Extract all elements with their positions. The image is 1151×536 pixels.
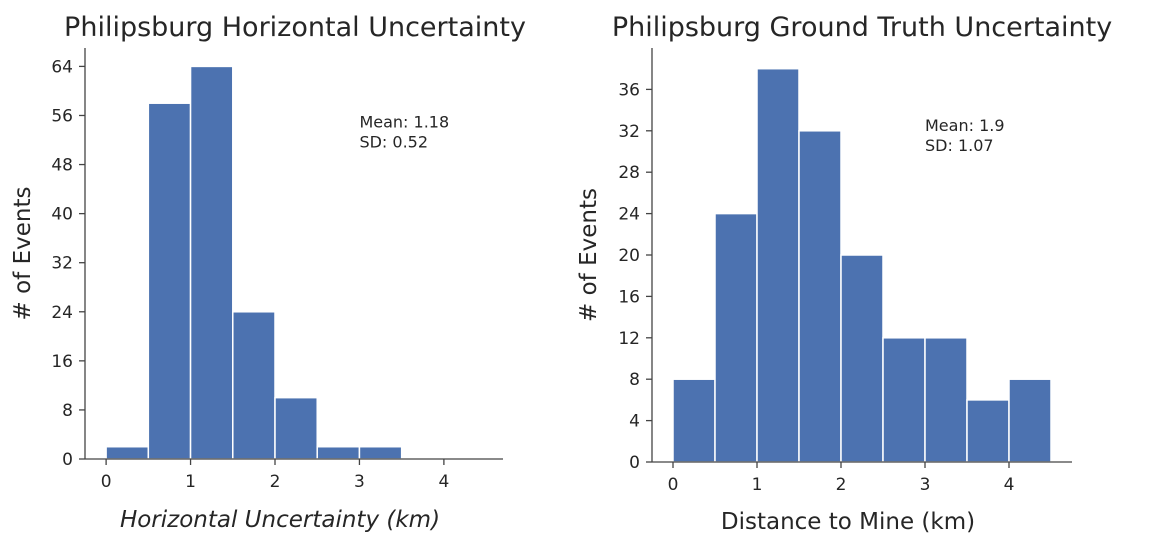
sd-annotation: SD: 1.07	[925, 136, 994, 155]
y-tick-label: 40	[51, 205, 73, 225]
histogram-bar	[882, 337, 926, 463]
y-tick-label: 16	[51, 352, 73, 372]
histogram-bar	[840, 254, 884, 463]
histogram-bar	[147, 102, 192, 460]
y-tick-label: 16	[618, 287, 640, 307]
x-axis-label: Horizontal Uncertainty (km)	[120, 507, 440, 533]
x-tick-label: 4	[1004, 475, 1015, 495]
x-tick-label: 2	[836, 475, 847, 495]
y-tick-label: 24	[618, 205, 640, 225]
y-axis-label: # of Events	[576, 188, 602, 322]
x-tick-label: 0	[101, 472, 112, 492]
x-tick-label: 3	[354, 472, 365, 492]
y-tick-label: 24	[51, 303, 73, 323]
x-tick-label: 1	[185, 472, 196, 492]
sd-annotation: SD: 0.52	[359, 133, 428, 152]
histogram-bar	[189, 65, 234, 460]
histogram-bar	[232, 311, 276, 460]
y-tick-label: 56	[51, 106, 73, 126]
x-tick-label: 4	[438, 472, 449, 492]
y-tick-label: 8	[62, 401, 73, 421]
histogram-bar	[274, 396, 318, 460]
y-tick-label: 20	[618, 246, 640, 266]
mean-annotation: Mean: 1.18	[359, 113, 449, 132]
y-tick-label: 8	[629, 370, 640, 390]
y-tick-label: 0	[62, 450, 73, 470]
chart-panel-1: 0 8 16 24 32 40 48 56 64 0 1 2 3 4 Philipsburg Horizon…	[10, 12, 526, 533]
y-tick-label: 28	[618, 163, 640, 183]
histogram-bar	[924, 337, 968, 463]
histogram-bar	[316, 445, 361, 460]
y-tick-label: 32	[51, 254, 73, 274]
x-tick-label: 3	[920, 475, 931, 495]
histogram-bar	[756, 67, 800, 463]
y-tick-label: 4	[629, 412, 640, 432]
y-tick-label: 32	[618, 122, 640, 142]
mean-annotation: Mean: 1.9	[925, 116, 1005, 135]
histogram-bar	[358, 445, 403, 460]
histogram-bar	[714, 212, 758, 463]
chart-title: Philipsburg Horizontal Uncertainty	[64, 12, 526, 43]
y-tick-label: 48	[51, 156, 73, 176]
x-tick-label: 2	[270, 472, 281, 492]
y-tick-label: 64	[51, 57, 73, 77]
y-tick-label: 36	[618, 80, 640, 100]
x-axis-label: Distance to Mine (km)	[721, 509, 975, 535]
histogram-bar	[798, 130, 842, 463]
chart-title: Philipsburg Ground Truth Uncertainty	[612, 12, 1112, 43]
histogram-bar	[105, 445, 150, 460]
x-tick-label: 0	[668, 475, 679, 495]
y-axis-label: # of Events	[10, 187, 36, 321]
x-tick-label: 1	[752, 475, 763, 495]
histogram-bar	[966, 399, 1010, 463]
histogram-bar	[672, 378, 716, 463]
y-tick-label: 0	[629, 453, 640, 473]
histogram-bar	[1008, 378, 1052, 463]
y-tick-label: 12	[618, 329, 640, 349]
